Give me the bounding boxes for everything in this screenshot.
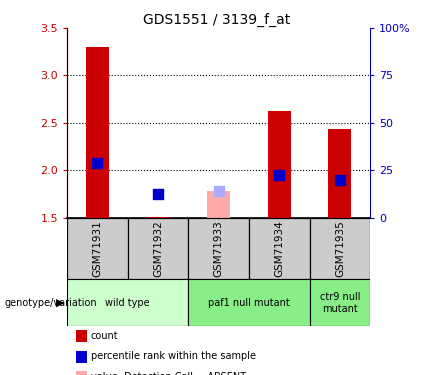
Bar (146, 216, 170, 217)
Bar (188, 279, 310, 326)
Point (276, 172, 283, 178)
Bar (249, 217, 310, 279)
Bar (207, 191, 230, 217)
Text: count: count (91, 331, 119, 340)
Text: GSM71935: GSM71935 (335, 220, 345, 277)
Bar (328, 129, 352, 218)
Text: ctr9 null
mutant: ctr9 null mutant (320, 292, 360, 314)
Bar (67, 217, 128, 279)
Bar (310, 279, 370, 326)
Point (94, 160, 101, 166)
Bar (268, 111, 291, 218)
Text: genotype/variation: genotype/variation (4, 298, 97, 308)
Text: GSM71934: GSM71934 (274, 220, 284, 277)
Point (155, 191, 162, 197)
Bar (310, 217, 370, 279)
Bar (67, 279, 188, 326)
Text: value, Detection Call = ABSENT: value, Detection Call = ABSENT (91, 372, 246, 375)
Text: GSM71931: GSM71931 (92, 220, 103, 277)
Point (215, 188, 222, 194)
Text: GSM71933: GSM71933 (213, 220, 224, 277)
Text: percentile rank within the sample: percentile rank within the sample (91, 351, 256, 361)
Bar (128, 217, 188, 279)
Text: ▶: ▶ (56, 298, 65, 308)
Bar (188, 217, 249, 279)
Point (336, 177, 343, 183)
Text: GSM71932: GSM71932 (153, 220, 163, 277)
Text: paf1 null mutant: paf1 null mutant (208, 298, 290, 308)
Text: wild type: wild type (105, 298, 150, 308)
Text: GDS1551 / 3139_f_at: GDS1551 / 3139_f_at (143, 13, 290, 27)
Bar (86, 47, 109, 217)
